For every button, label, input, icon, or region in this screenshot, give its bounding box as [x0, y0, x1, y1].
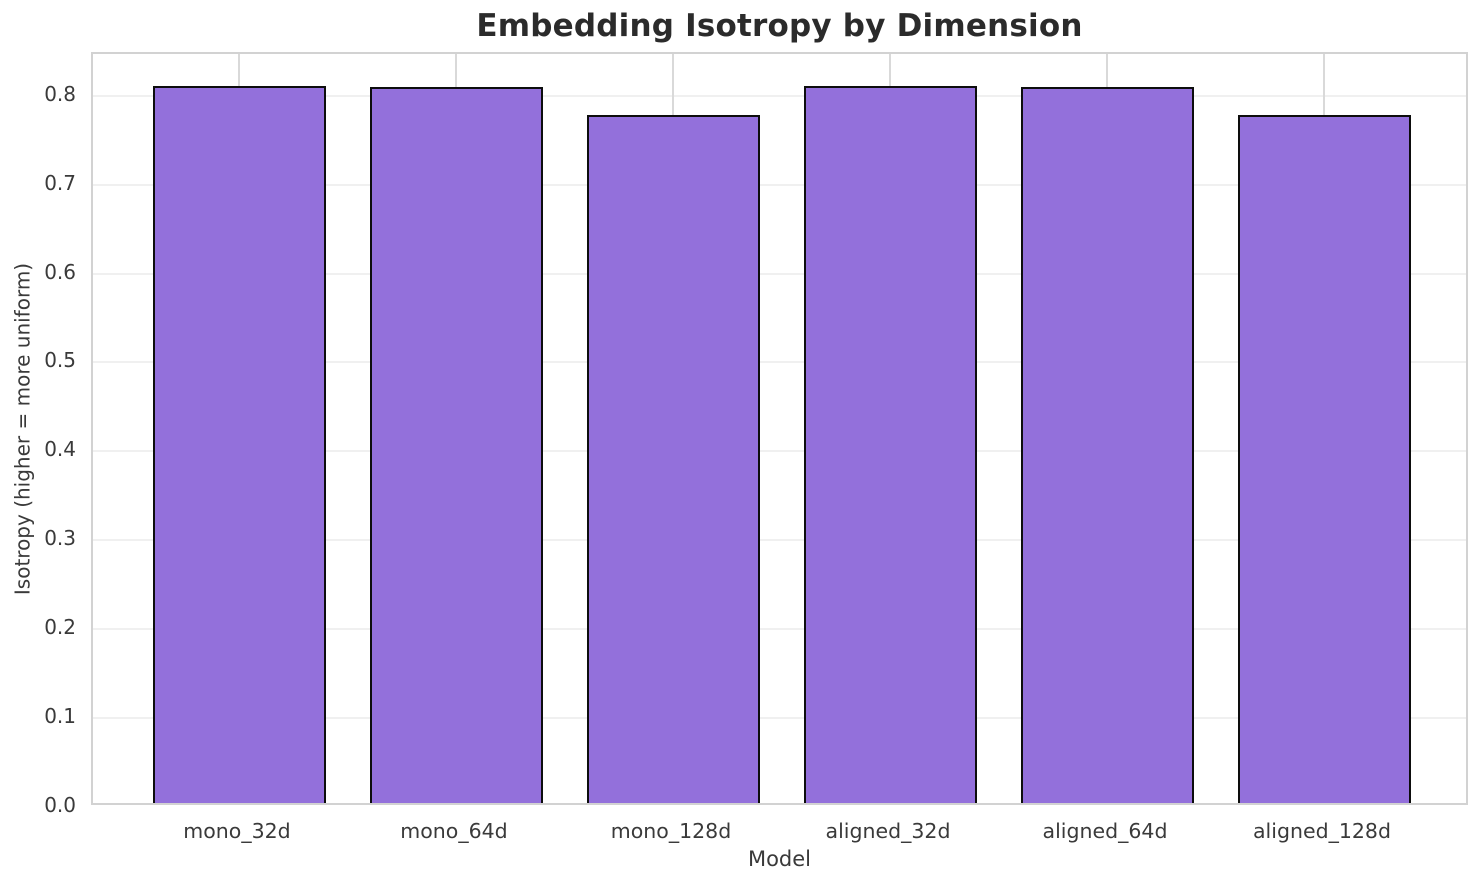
- h-gridline: [93, 361, 1466, 364]
- plot-area: [91, 52, 1468, 805]
- x-tick-label: mono_128d: [610, 819, 732, 843]
- h-gridline: [93, 94, 1466, 97]
- x-tick-label: aligned_128d: [1253, 819, 1391, 843]
- y-tick-label: 0.6: [44, 259, 76, 284]
- x-tick-label: aligned_32d: [825, 819, 951, 843]
- y-tick-label: 0.8: [44, 81, 76, 106]
- y-tick-label: 0.7: [44, 170, 76, 195]
- bar-mono_64d: [369, 87, 543, 803]
- h-gridline: [93, 183, 1466, 186]
- y-tick-label: 0.0: [44, 793, 76, 817]
- bar-mono_128d: [586, 114, 760, 803]
- h-gridline: [93, 717, 1466, 720]
- chart-title: Embedding Isotropy by Dimension: [476, 8, 1083, 44]
- bar-mono_32d: [152, 85, 326, 803]
- x-tick-label: mono_64d: [400, 819, 508, 843]
- x-tick-label: aligned_64d: [1042, 819, 1168, 843]
- bar-aligned_32d: [803, 85, 977, 803]
- y-tick-label: 0.4: [44, 437, 76, 462]
- y-tick-label: 0.5: [44, 348, 76, 373]
- h-gridline: [93, 450, 1466, 453]
- h-gridline: [93, 272, 1466, 275]
- h-gridline: [93, 628, 1466, 631]
- x-tick-label: mono_32d: [183, 819, 291, 843]
- y-axis-label: Isotropy (higher = more uniform): [10, 262, 35, 596]
- h-gridline: [93, 539, 1466, 542]
- bar-aligned_64d: [1020, 87, 1194, 803]
- x-axis-label: Model: [747, 847, 812, 871]
- y-tick-label: 0.1: [44, 704, 76, 729]
- y-tick-label: 0.2: [44, 615, 76, 640]
- bar-aligned_128d: [1237, 114, 1411, 803]
- y-tick-label: 0.3: [44, 526, 76, 551]
